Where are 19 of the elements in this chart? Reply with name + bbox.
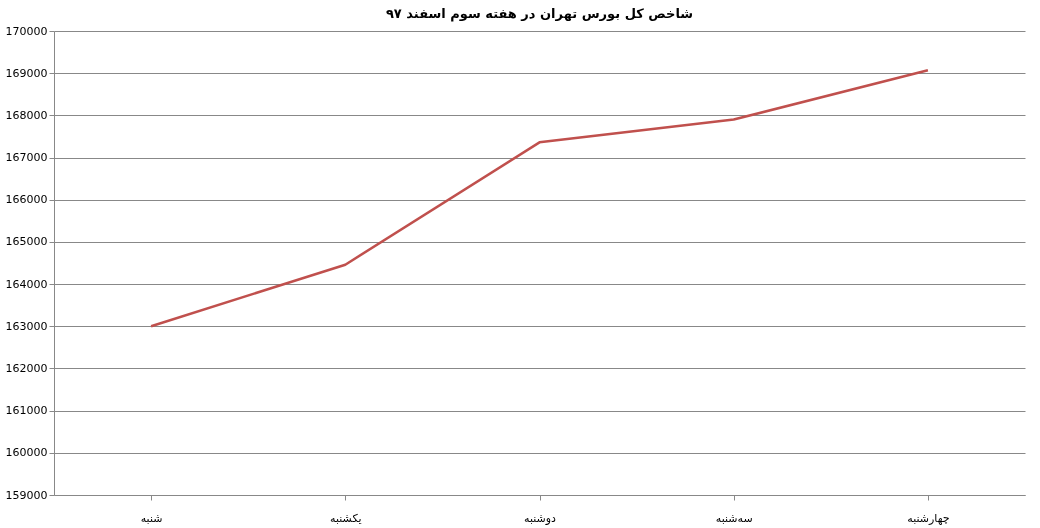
line-series [149, 68, 930, 328]
y-tick-label: 162000 [5, 361, 48, 375]
y-tick-label: 165000 [5, 235, 48, 249]
chart-title: شاخص کل بورس تهران در هفته سوم اسفند ۹۷ [385, 6, 694, 22]
y-tick-label: 168000 [5, 108, 48, 122]
y-tick-label: 161000 [5, 404, 48, 418]
x-tick-label: دوشنبه [524, 511, 557, 525]
y-tick-label: 170000 [5, 24, 48, 38]
x-tick-label: شنبه [140, 511, 163, 525]
y-tick-label: 163000 [5, 319, 48, 333]
y-tick-label: 160000 [5, 446, 48, 460]
y-tick-label: 166000 [5, 193, 48, 207]
y-tick-label: 169000 [5, 66, 48, 80]
x-tick-label: چهارشنبه [907, 511, 950, 525]
x-tick-label: یکشنبه [330, 511, 362, 525]
y-tick-label: 167000 [5, 151, 48, 165]
y-tick-label: 159000 [5, 488, 48, 502]
x-tick-label: سه‌شنبه [715, 511, 753, 525]
y-tick-label: 164000 [5, 277, 48, 291]
